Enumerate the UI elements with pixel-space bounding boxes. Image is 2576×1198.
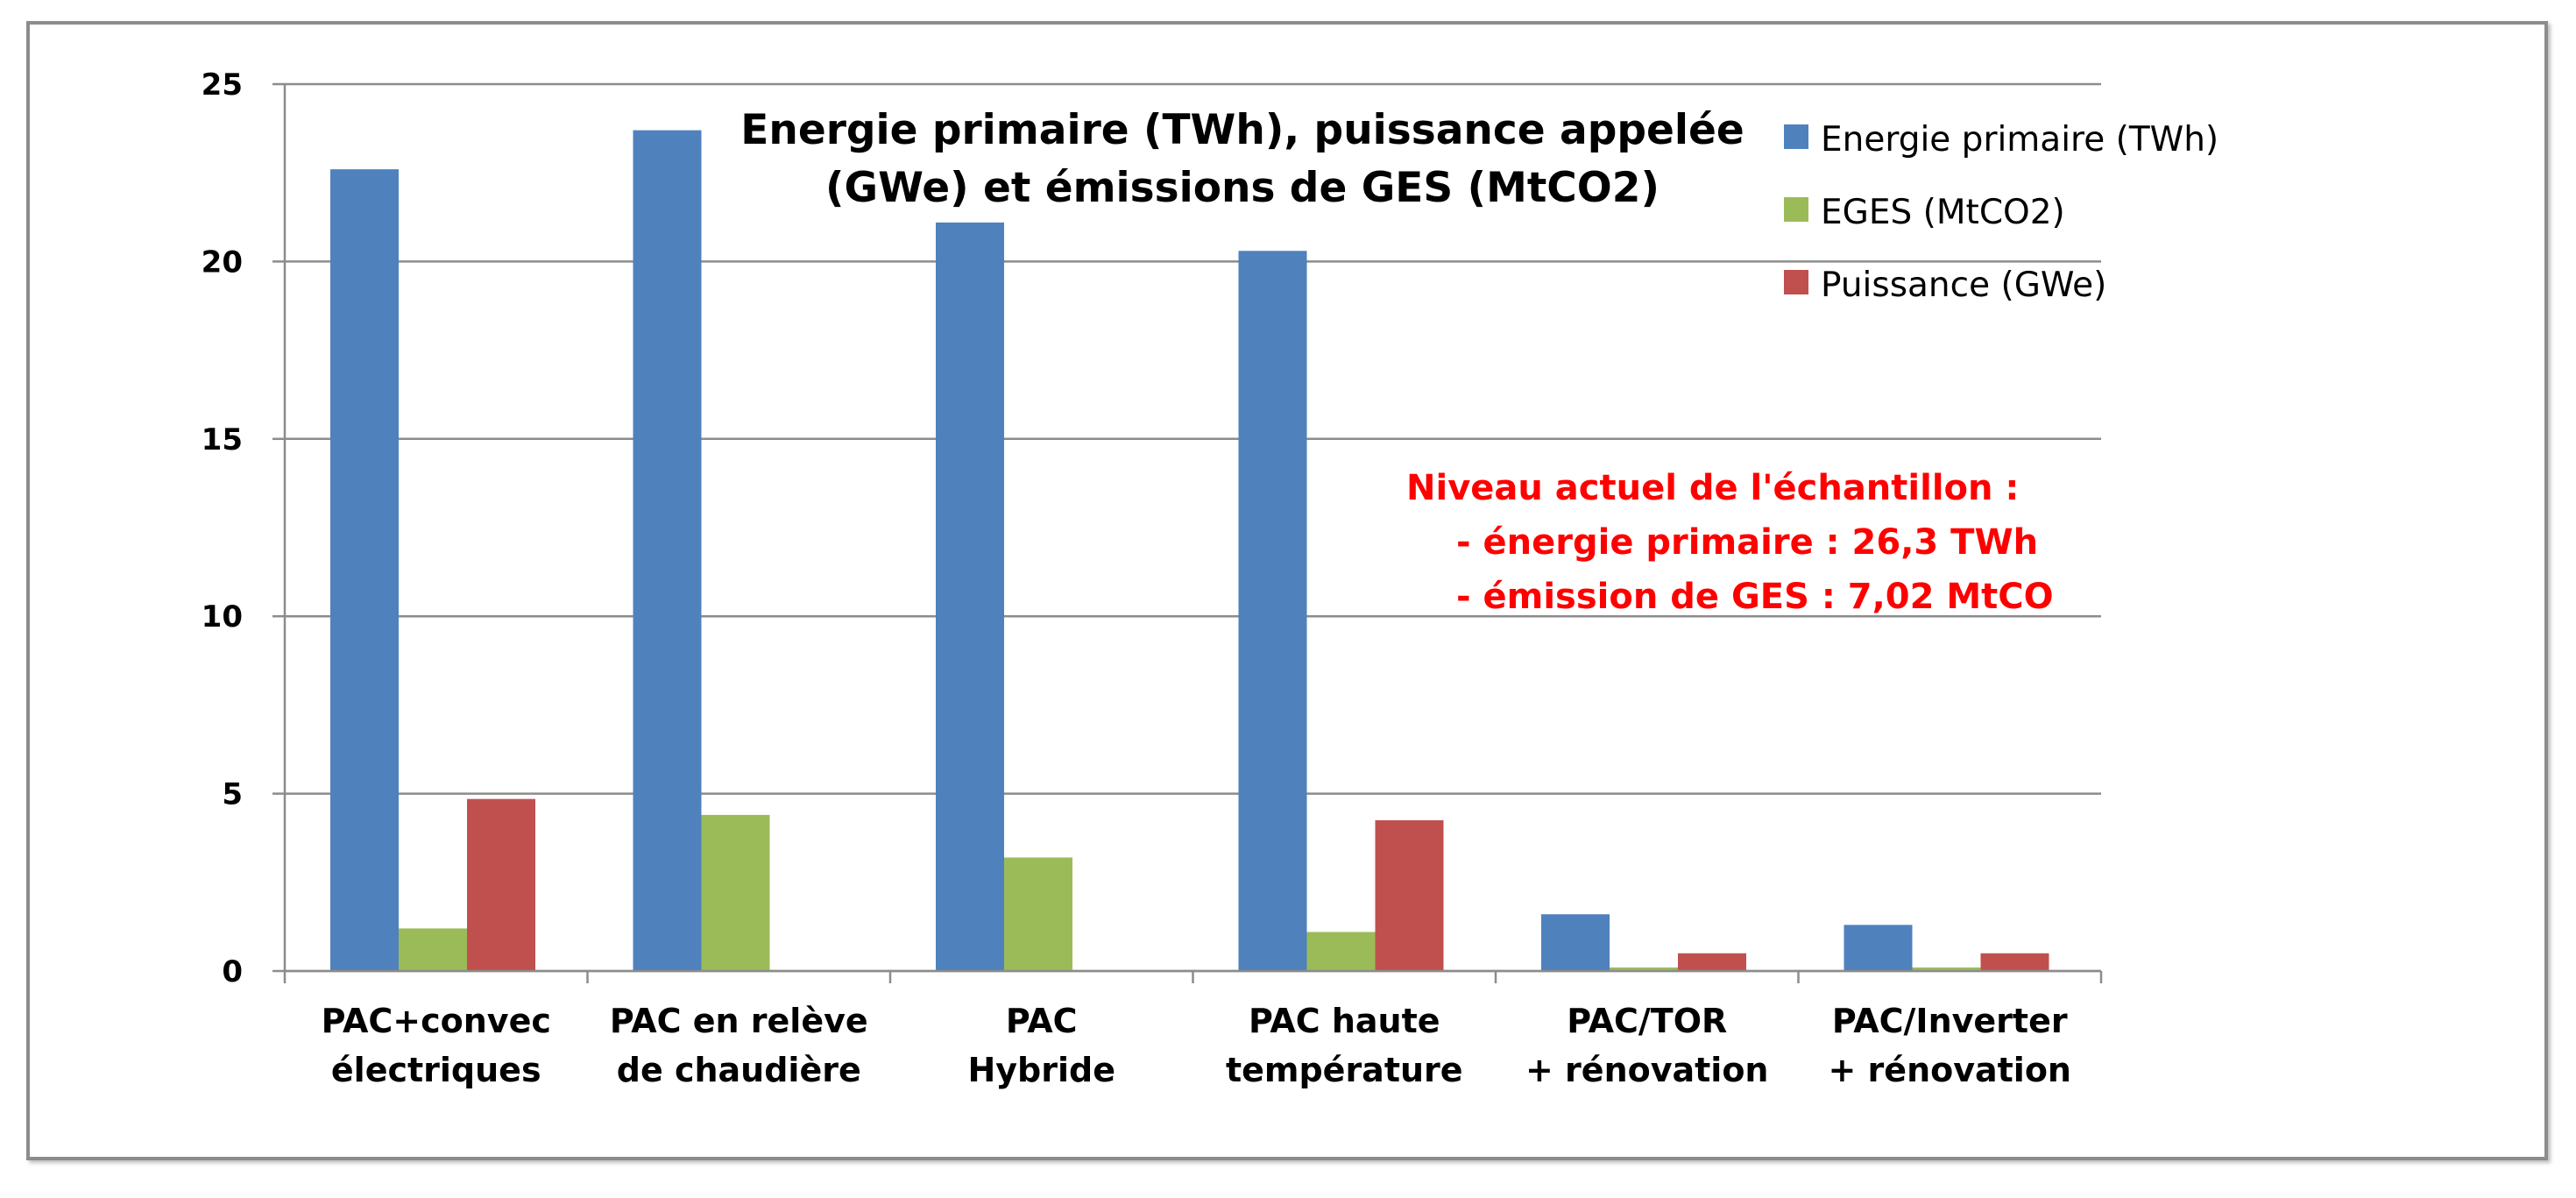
bar-1-3 — [1306, 932, 1376, 971]
category-label: température — [1226, 1051, 1463, 1089]
category-label: + rénovation — [1525, 1051, 1769, 1089]
bar-1-2 — [1004, 857, 1072, 971]
bar-2-3 — [1375, 819, 1444, 971]
annotation-line: Niveau actuel de l'échantillon : — [1406, 468, 2019, 508]
bar-0-2 — [936, 222, 1004, 971]
bar-2-0 — [467, 798, 535, 971]
bar-0-5 — [1844, 925, 1913, 971]
bar-0-4 — [1541, 914, 1610, 971]
legend-label: Puissance (GWe) — [1821, 266, 2106, 305]
y-tick-label: 25 — [202, 67, 243, 103]
bar-1-1 — [701, 814, 770, 971]
legend-swatch — [1784, 124, 1808, 149]
annotation-line: - émission de GES : 7,02 MtCO — [1456, 577, 2054, 617]
bar-1-4 — [1610, 967, 1678, 971]
category-label: + rénovation — [1828, 1051, 2071, 1089]
category-label: PAC/Inverter — [1832, 1002, 2068, 1040]
annotation-line: - énergie primaire : 26,3 TWh — [1456, 522, 2038, 563]
y-tick-label: 5 — [222, 777, 243, 812]
category-label: PAC haute — [1249, 1002, 1440, 1040]
bar-1-5 — [1912, 967, 1981, 971]
category-label: Hybride — [967, 1051, 1115, 1089]
category-label: PAC — [1006, 1002, 1078, 1040]
chart-title: (GWe) et émissions de GES (MtCO2) — [825, 164, 1660, 212]
bar-2-4 — [1678, 953, 1746, 971]
category-label: PAC/TOR — [1567, 1002, 1727, 1040]
legend-swatch — [1784, 197, 1808, 222]
bar-0-3 — [1238, 251, 1307, 972]
category-label: électriques — [331, 1051, 541, 1089]
y-tick-label: 15 — [202, 422, 243, 457]
legend-swatch — [1784, 270, 1808, 294]
bar-2-5 — [1980, 953, 2049, 971]
category-label: PAC+convec — [322, 1002, 551, 1040]
legend-label: Energie primaire (TWh) — [1821, 120, 2219, 159]
y-tick-label: 10 — [202, 599, 243, 634]
bar-1-0 — [399, 928, 467, 971]
category-label: de chaudière — [617, 1051, 861, 1089]
bar-0-0 — [330, 169, 399, 972]
bar-0-1 — [633, 130, 702, 971]
category-label: PAC en relève — [610, 1002, 868, 1040]
legend-label: EGES (MtCO2) — [1821, 193, 2065, 232]
y-tick-label: 20 — [202, 245, 243, 280]
y-tick-label: 0 — [222, 954, 243, 989]
chart-title: Energie primaire (TWh), puissance appelé… — [740, 106, 1744, 154]
